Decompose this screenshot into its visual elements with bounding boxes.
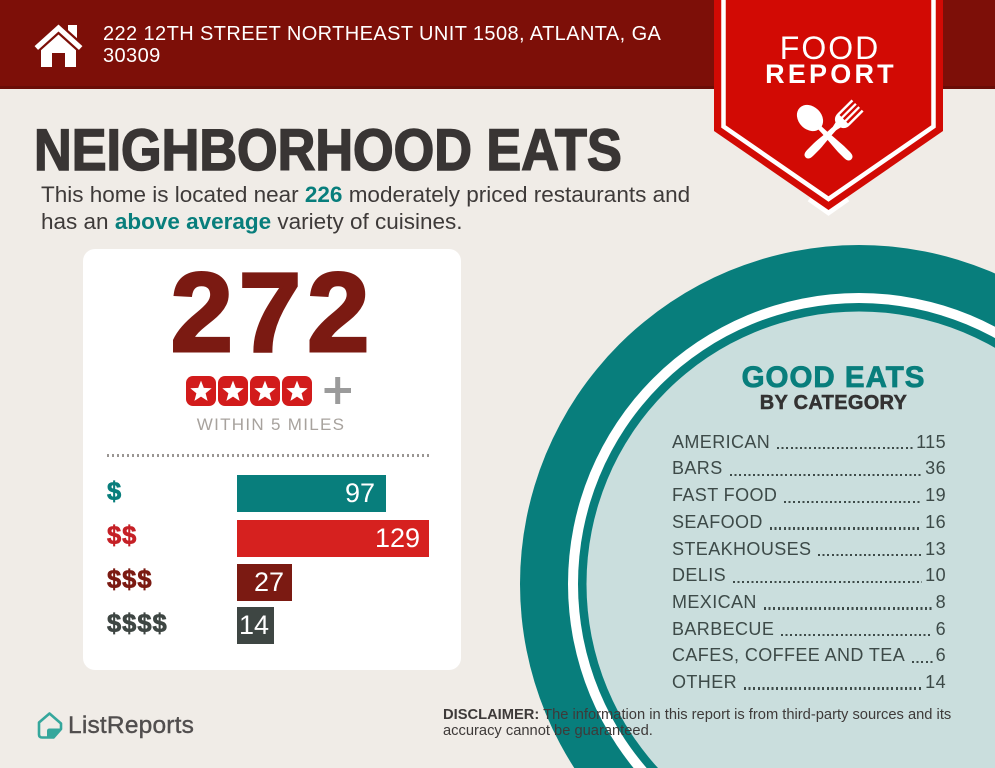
svg-text:FOOD: FOOD — [780, 30, 880, 66]
svg-text:REPORT: REPORT — [765, 59, 897, 89]
